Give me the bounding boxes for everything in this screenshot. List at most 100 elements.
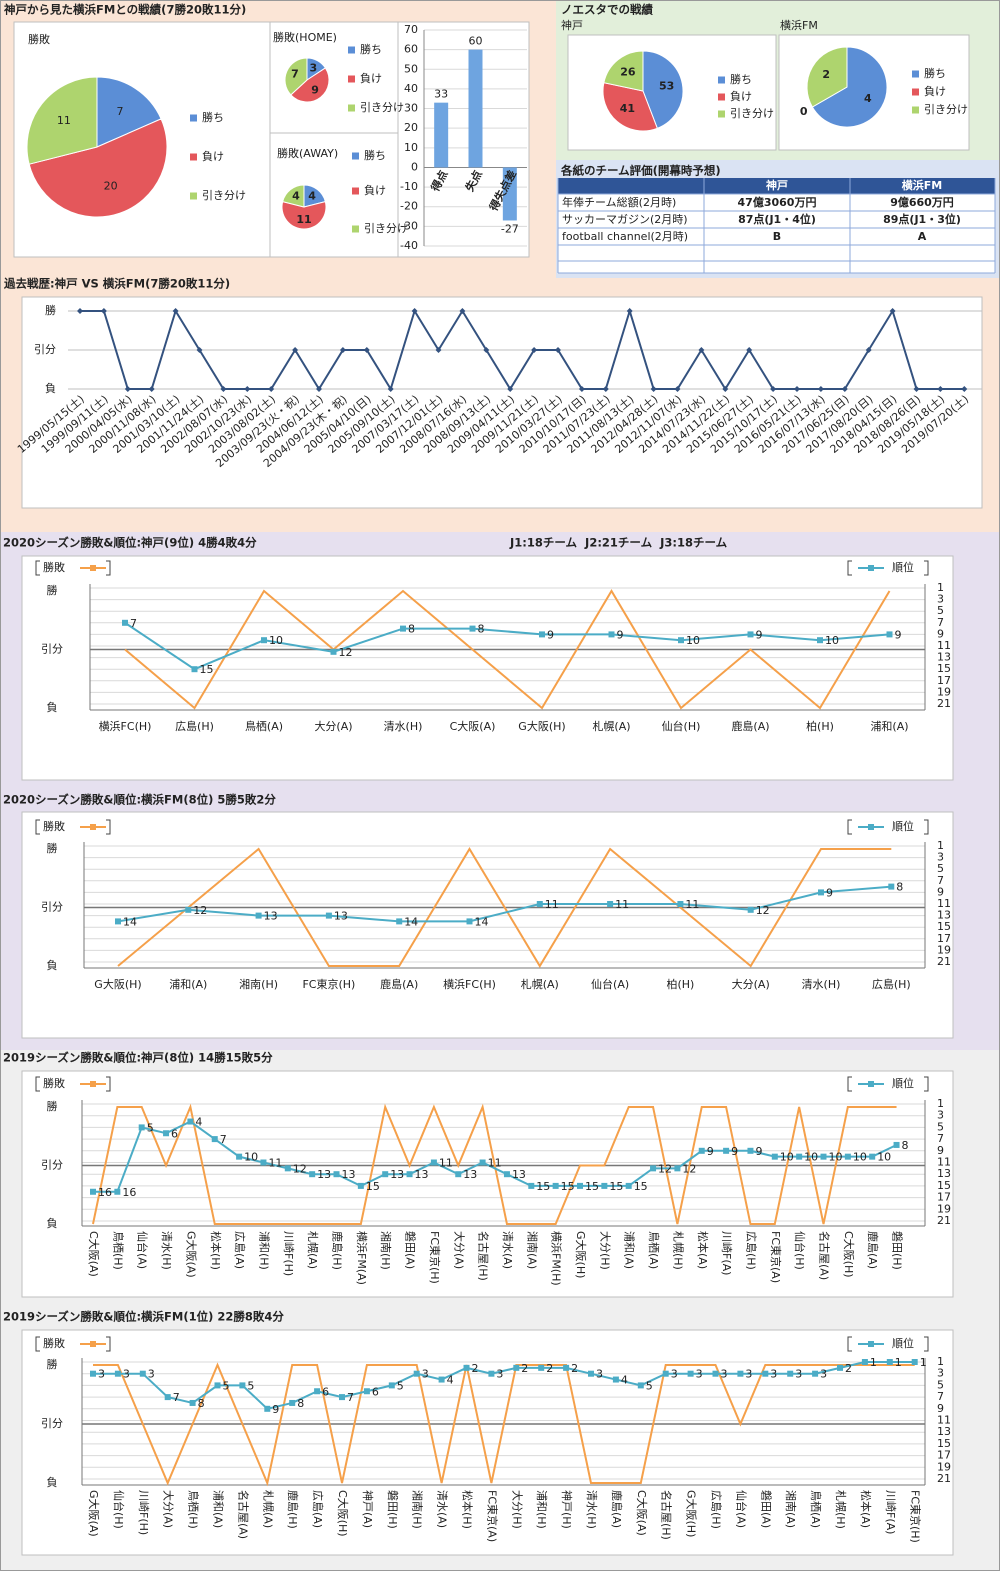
y2-tick-label: 3 [937,593,944,606]
marker [191,666,198,673]
chart-title: 勝敗(HOME) [273,30,337,44]
marker [289,1399,296,1406]
data-label: 10 [244,1151,258,1164]
y2-tick-label: 5 [937,1120,944,1133]
y2-tick-label: 15 [937,920,951,933]
marker [413,1370,420,1377]
y2-tick-label: 15 [937,662,951,675]
data-label: 3 [721,1368,728,1381]
legend-label: 勝ち [360,42,382,56]
marker [531,347,538,353]
legend-label: 順位 [892,1076,914,1090]
marker [220,386,227,392]
marker [770,386,777,392]
x-tick-label: 湘南(H) [379,1231,393,1270]
pie-slice [28,118,168,218]
data-label: 5 [223,1379,230,1392]
result-line [117,847,892,968]
legend-swatch [718,93,725,101]
marker [114,1188,121,1195]
x-tick-label: 鳥栖(A) [809,1490,823,1528]
chart-title: 勝敗(AWAY) [277,146,338,160]
x-tick-label: 浦和(A) [870,720,908,733]
x-tick-label: C大阪(A) [87,1231,101,1277]
y-tick-label: 勝 [45,303,56,317]
marker [90,1370,96,1377]
x-tick-label: 横浜FM(A) [355,1231,369,1285]
data-label: 16 [98,1186,112,1199]
marker [435,347,442,353]
table-row-label: サッカーマガジン(2月時) [562,213,688,226]
data-label: 4 [308,190,316,203]
data-label: 10 [825,634,839,647]
data-label: 3 [98,1368,105,1381]
y2-tick-label: 5 [937,604,944,617]
data-label: 10 [269,634,283,647]
x-tick-label: 大分(H) [510,1490,524,1529]
x-tick-label: 清水(H) [802,978,841,991]
table-cell: 89点(J1・3位) [883,212,961,226]
marker [196,347,203,353]
chart-title: 勝敗 [28,32,50,46]
data-label: 3 [770,1368,777,1381]
marker [837,1364,843,1371]
y2-tick-label: 9 [937,627,944,640]
legend-label: 勝敗 [43,560,65,574]
y-tick-label: 勝 [47,1099,58,1113]
data-label: 7 [220,1133,227,1146]
x-tick-label: FC東京(H) [302,977,355,991]
marker [698,1147,705,1154]
legend-swatch [912,70,919,78]
x-tick-label: 湘南(A) [784,1490,798,1528]
data-label: 11 [439,1157,453,1170]
pie-slice [811,46,888,128]
x-tick-label: 広島(H) [744,1231,758,1270]
legend-label: 引き分け [364,221,408,235]
legend-swatch [868,1081,874,1087]
legend-bracket [924,819,929,835]
legend-swatch [912,106,919,114]
data-label: 15 [536,1180,550,1193]
result-line [80,307,965,392]
x-tick-label: 大分(A) [732,977,770,991]
table-cell: 47億3060万円 [738,195,817,209]
y2-tick-label: 21 [937,697,951,710]
table-cell: 9億660万円 [890,195,954,209]
marker [578,386,585,392]
data-label: 9 [756,628,763,641]
data-label: 3 [596,1368,603,1381]
marker [625,1182,632,1189]
data-label: 10 [686,634,700,647]
x-tick-label: 清水(H) [384,720,423,733]
y2-tick-label: 19 [937,1202,951,1215]
data-label: 53 [659,80,674,93]
data-label: -27 [501,222,519,235]
marker [292,347,299,353]
pie-slice [281,200,327,230]
x-tick-label: 湘南(H) [411,1490,425,1529]
legend-bracket [924,1336,929,1352]
data-label: 6 [322,1385,329,1398]
marker [612,1376,619,1383]
marker [115,918,121,925]
legend-swatch [868,565,874,571]
x-tick-label: 神戸(A) [361,1490,375,1528]
x-tick-label: 川崎F(H) [282,1231,296,1276]
legend-label: 順位 [892,560,914,574]
data-label: 1 [920,1356,927,1369]
x-tick-label: G大阪(H) [94,977,141,991]
bar [434,102,449,168]
data-label: 7 [130,617,137,630]
y-tick-label: 引分 [41,900,63,914]
legend-label: 引き分け [730,106,774,120]
chart-title: 神戸 [561,18,583,32]
marker [787,1370,794,1377]
data-label: 12 [756,904,770,917]
marker [264,1405,271,1412]
y2-tick-label: 17 [937,1191,951,1204]
marker [214,1382,221,1389]
marker [888,883,895,890]
pie-slice [284,57,308,96]
x-tick-label: 松本(A) [696,1231,710,1269]
marker [698,347,705,353]
